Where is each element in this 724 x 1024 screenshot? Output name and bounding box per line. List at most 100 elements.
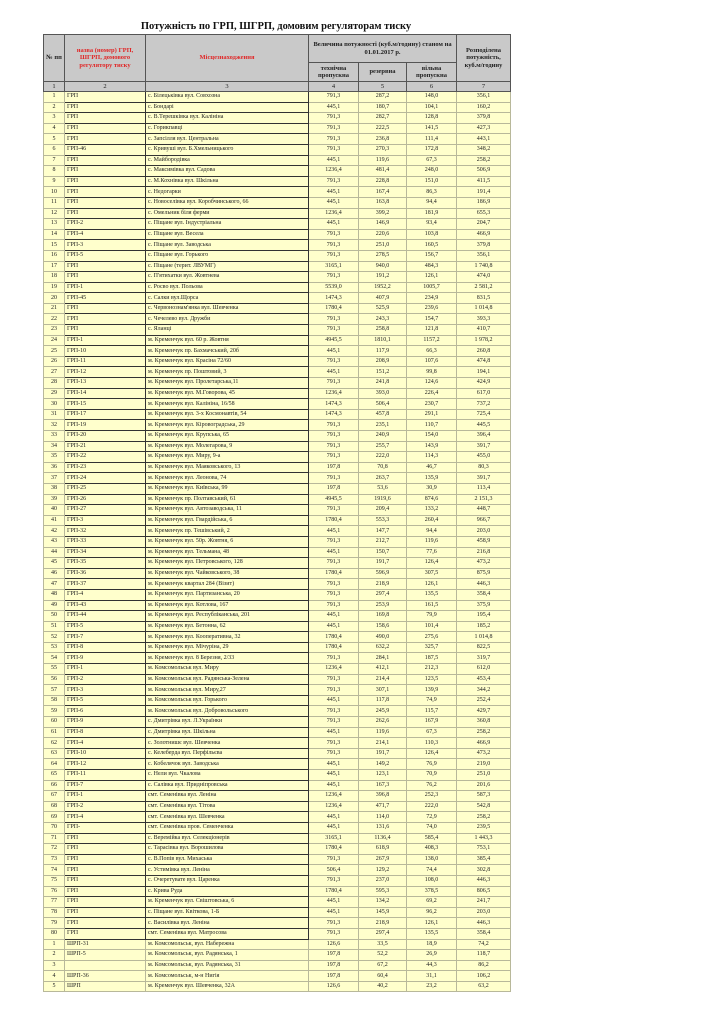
reserve-capacity: 151,2: [358, 366, 407, 379]
row-number: 14: [43, 228, 65, 241]
distributed-capacity: 195,4: [456, 610, 512, 622]
table-row: 54 ГРП-9 м. Кременчук вул. 8 Березня, 2/33…: [43, 652, 512, 665]
distributed-capacity: 427,3: [456, 122, 512, 135]
station-name: ГРП-12: [64, 366, 146, 379]
station-name: ГРП: [64, 175, 146, 188]
row-number: 71: [43, 832, 65, 845]
station-name: ГРП-4: [64, 811, 146, 823]
table-row: 2 ШРП-5 м. Комсомольськ, вул. Радянська, 1…: [43, 949, 512, 961]
free-capacity: 74,4: [405, 864, 458, 876]
technical-capacity: 445,1: [308, 769, 359, 781]
reserve-capacity: 251,0: [358, 239, 407, 251]
free-capacity: 408,3: [405, 843, 458, 855]
technical-capacity: 506,4: [308, 864, 359, 876]
header-technical: технічна пропускна: [308, 62, 359, 82]
location: смт. Семенівка вул. Матросова: [145, 927, 309, 940]
free-capacity: 172,8: [405, 143, 458, 156]
station-name: ГРП: [64, 843, 146, 855]
distributed-capacity: 474,0: [456, 271, 512, 283]
technical-capacity: 791,3: [308, 557, 359, 569]
table-row: 61 ГРП-8 с. Дмитрівка вул. Шкільна 445,1 119…: [43, 726, 512, 739]
location: м. Кременчук вул. 60 р. Жовтня: [145, 334, 309, 347]
row-number: 2: [43, 101, 65, 114]
distributed-capacity: 393,3: [456, 313, 512, 326]
technical-capacity: 126,6: [308, 980, 359, 993]
distributed-capacity: 239,5: [456, 821, 512, 834]
reserve-capacity: 396,8: [358, 790, 407, 802]
table-row: 27 ГРП-12 м. Кременчук пр. Поштовий, 3 445,…: [43, 366, 512, 379]
distributed-capacity: 201,6: [456, 779, 512, 792]
distributed-capacity: 655,3: [456, 207, 512, 220]
reserve-capacity: 158,6: [358, 620, 407, 633]
location: с. Василівка вул. Леніна: [145, 917, 309, 929]
row-number: 78: [43, 906, 65, 919]
row-number: 56: [43, 673, 65, 686]
location: с. Піщане (терит. ЛВУМГ): [145, 260, 309, 273]
distributed-capacity: 1 014,8: [456, 302, 512, 315]
technical-capacity: 791,3: [308, 853, 359, 866]
location: м. Кременчук пр. Поштовий, 3: [145, 366, 309, 379]
row-number: 64: [43, 758, 65, 770]
free-capacity: 115,7: [405, 705, 458, 718]
station-name: ГРП: [64, 885, 146, 898]
station-name: ГРП-1: [64, 281, 146, 294]
free-capacity: 291,1: [405, 408, 458, 421]
location: с. Піщане вул. Заводська: [145, 239, 309, 251]
location: смт. Семенівка пров. Семенченка: [145, 821, 309, 834]
reserve-capacity: 235,1: [358, 419, 407, 431]
free-capacity: 156,7: [405, 249, 458, 262]
technical-capacity: 445,1: [308, 196, 359, 209]
table-row: 33 ГРП-20 м. Кременчук вул. Крупська, 65 79…: [43, 430, 512, 442]
distributed-capacity: 219,0: [456, 758, 512, 770]
table-row: 36 ГРП-23 м. Кременчук вул. Маяковського, …: [43, 461, 512, 474]
reserve-capacity: 595,3: [358, 885, 407, 898]
table-row: 1 ШРП-31 м. Комсомольськ, вул. Набережна 12…: [43, 938, 512, 951]
distributed-capacity: 241,7: [456, 896, 512, 908]
row-number: 29: [43, 387, 65, 400]
free-capacity: 79,9: [405, 610, 458, 622]
table-row: 56 ГРП-2 м. Комсомольськ вул. Радянська-Зе…: [43, 673, 512, 686]
location: м. Комсомольськ, м-н Нигія: [145, 970, 309, 982]
station-name: ГРП-11: [64, 769, 146, 781]
row-number: 23: [43, 324, 65, 336]
distributed-capacity: 1 014,8: [456, 631, 512, 643]
free-capacity: 119,6: [405, 535, 458, 548]
distributed-capacity: 2 151,3: [456, 493, 512, 506]
technical-capacity: 445,1: [308, 779, 359, 792]
free-capacity: 114,3: [405, 451, 458, 463]
free-capacity: 135,5: [405, 927, 458, 940]
row-number: 39: [43, 493, 65, 506]
distributed-capacity: 203,0: [456, 906, 512, 919]
reserve-capacity: 70,8: [358, 461, 407, 474]
reserve-capacity: 60,4: [358, 970, 407, 982]
reserve-capacity: 131,6: [358, 821, 407, 834]
distributed-capacity: 185,2: [456, 620, 512, 633]
row-number: 16: [43, 249, 65, 262]
distributed-capacity: 455,0: [456, 451, 512, 463]
station-name: ГРП-23: [64, 461, 146, 474]
row-number: 74: [43, 864, 65, 876]
distributed-capacity: 725,4: [456, 408, 512, 421]
free-capacity: 104,1: [405, 101, 458, 114]
free-capacity: 70,9: [405, 769, 458, 781]
distributed-capacity: 252,4: [456, 694, 512, 707]
row-number: 62: [43, 737, 65, 749]
distributed-capacity: 446,3: [456, 874, 512, 887]
table-row: 2 ГРП с. Бондарі 445,1 180,7 104,1 160,2: [43, 101, 512, 114]
technical-capacity: 445,1: [308, 101, 359, 114]
row-number: 18: [43, 271, 65, 283]
row-number: 60: [43, 716, 65, 728]
row-number: 75: [43, 874, 65, 887]
technical-capacity: 791,3: [308, 228, 359, 241]
location: с. Піщане вул. Весела: [145, 228, 309, 241]
station-name: ГРП: [64, 260, 146, 273]
free-capacity: 126,1: [405, 578, 458, 590]
technical-capacity: 1236,4: [308, 800, 359, 813]
table-row: 64 ГРП-12 с. Кобелячок вул. Заводська 445,1…: [43, 758, 512, 770]
table-row: 76 ГРП с. Крива Руда 1780,4 595,3 378,5 806,5: [43, 885, 512, 898]
header-distributed: Розподілена потужність, куб.м/годину: [456, 34, 512, 82]
row-number: 13: [43, 218, 65, 230]
column-number: 2: [64, 81, 146, 92]
technical-capacity: 791,3: [308, 133, 359, 145]
reserve-capacity: 214,1: [358, 737, 407, 749]
